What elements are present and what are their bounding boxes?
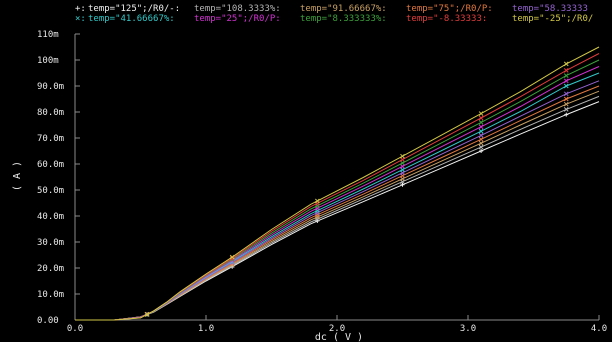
legend-marker: ×:: [75, 14, 86, 24]
series-marker: [478, 144, 484, 150]
series-marker: [563, 61, 569, 67]
legend-marker: +:: [75, 4, 86, 14]
y-tick-label: 0.00: [37, 316, 59, 326]
series-marker: [563, 91, 569, 97]
y-tick-label: 70.0m: [37, 134, 64, 144]
series-marker: [478, 111, 484, 116]
series-marker: [400, 153, 405, 159]
y-tick-label: 80.0m: [37, 108, 64, 118]
series-marker: [563, 73, 569, 78]
x-axis-label: dc ( V ): [315, 332, 363, 342]
y-tick-label: 60.0m: [37, 160, 64, 170]
x-tick-label: 2.0: [329, 324, 345, 334]
legend-item: temp="125";/R0/-:: [88, 4, 180, 14]
legend-item: temp="75";/R0/P:: [406, 4, 493, 14]
legend-item: temp="58.33333: [512, 4, 588, 14]
series-9: [75, 46, 600, 321]
series-marker: [400, 160, 405, 166]
series-marker: [400, 157, 405, 162]
legend: +: temp="125";/R0/-: temp="108.3333%: temp=…: [75, 4, 593, 24]
y-tick-label: 90.0m: [37, 82, 64, 92]
y-ticks: 0.00 10.0m 20.0m 30.0m 40.0m 50.0m 60.0m 70.0m 8…: [37, 30, 80, 326]
series-marker: [144, 312, 150, 317]
series-marker: [314, 198, 320, 204]
series-marker: [563, 78, 569, 84]
y-tick-label: 30.0m: [37, 238, 64, 248]
legend-item: temp="108.3333%:: [194, 4, 281, 14]
x-tick-label: 0.0: [67, 324, 83, 334]
series-marker: [478, 120, 484, 125]
x-tick-label: 3.0: [460, 324, 476, 334]
y-tick-label: 100m: [37, 56, 59, 66]
series-marker: [400, 163, 405, 169]
legend-item: temp="-8.33333:: [406, 14, 487, 24]
y-tick-label: 110m: [37, 30, 59, 40]
series-marker: [563, 101, 569, 107]
series-marker: [478, 128, 484, 134]
series-marker: [229, 254, 235, 260]
series-marker: [478, 115, 484, 121]
y-tick-label: 10.0m: [37, 290, 64, 300]
series-marker: [478, 140, 484, 146]
legend-item: temp="91.66667%:: [300, 4, 387, 14]
y-tick-label: 40.0m: [37, 212, 64, 222]
series-group: [75, 46, 600, 321]
x-tick-label: 1.0: [198, 324, 214, 334]
series-marker: [564, 112, 569, 117]
legend-item: temp="-25";/R0/: [512, 14, 593, 24]
series-marker: [478, 124, 484, 130]
series-marker: [563, 83, 569, 89]
series-marker: [400, 182, 405, 187]
legend-item: temp="41.66667%:: [88, 14, 175, 24]
series-marker: [563, 107, 569, 112]
y-tick-label: 50.0m: [37, 186, 64, 196]
series-line: [75, 46, 600, 321]
series-marker: [478, 133, 484, 138]
series-marker: [400, 167, 405, 173]
legend-item: temp="8.333333%:: [300, 14, 387, 24]
series-marker: [563, 68, 569, 73]
legend-item: temp="25";/R0/P:: [194, 14, 281, 24]
x-ticks: 0.0 1.0 2.0 3.0 4.0: [67, 315, 607, 334]
series-marker: [478, 136, 484, 142]
y-axis-label: ( A ): [12, 161, 23, 191]
series-marker: [479, 149, 484, 153]
x-tick-label: 4.0: [591, 324, 607, 334]
series-marker: [563, 96, 569, 102]
series-marker: [229, 256, 235, 261]
axes: 0.0 1.0 2.0 3.0 4.0 0.00 10.0m 20.0m 30.0m 40.0m…: [12, 30, 607, 342]
y-tick-label: 20.0m: [37, 264, 64, 274]
